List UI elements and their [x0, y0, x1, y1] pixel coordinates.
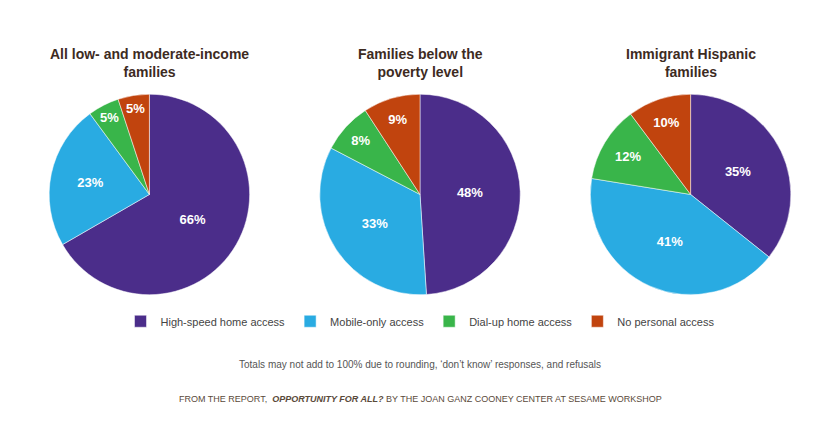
svg-text:All low- and moderate-incomefa: All low- and moderate-incomefamilies: [50, 46, 249, 80]
svg-text:Mobile-only access: Mobile-only access: [330, 316, 424, 328]
svg-text:No personal access: No personal access: [617, 316, 714, 328]
svg-text:41%: 41%: [657, 234, 683, 249]
svg-text:35%: 35%: [725, 164, 751, 179]
svg-text:Totals may not add to 100% due: Totals may not add to 100% due to roundi…: [239, 359, 601, 370]
svg-text:23%: 23%: [77, 175, 103, 190]
svg-text:Immigrant Hispanicfamilies: Immigrant Hispanicfamilies: [626, 46, 756, 80]
svg-text:12%: 12%: [615, 149, 641, 164]
svg-text:Dial-up home access: Dial-up home access: [469, 316, 572, 328]
svg-text:5%: 5%: [100, 110, 119, 125]
svg-text:High-speed home access: High-speed home access: [161, 316, 286, 328]
svg-text:Families below thepoverty leve: Families below thepoverty level: [358, 46, 483, 80]
svg-text:10%: 10%: [653, 115, 679, 130]
svg-text:8%: 8%: [351, 133, 370, 148]
svg-text:33%: 33%: [362, 216, 388, 231]
svg-text:48%: 48%: [457, 185, 483, 200]
svg-text:66%: 66%: [180, 212, 206, 227]
svg-text:FROM THE REPORT, OPPORTUNITY: FROM THE REPORT, OPPORTUNITY FOR ALL? BY…: [179, 394, 662, 404]
svg-text:9%: 9%: [388, 112, 407, 127]
svg-text:5%: 5%: [126, 101, 145, 116]
